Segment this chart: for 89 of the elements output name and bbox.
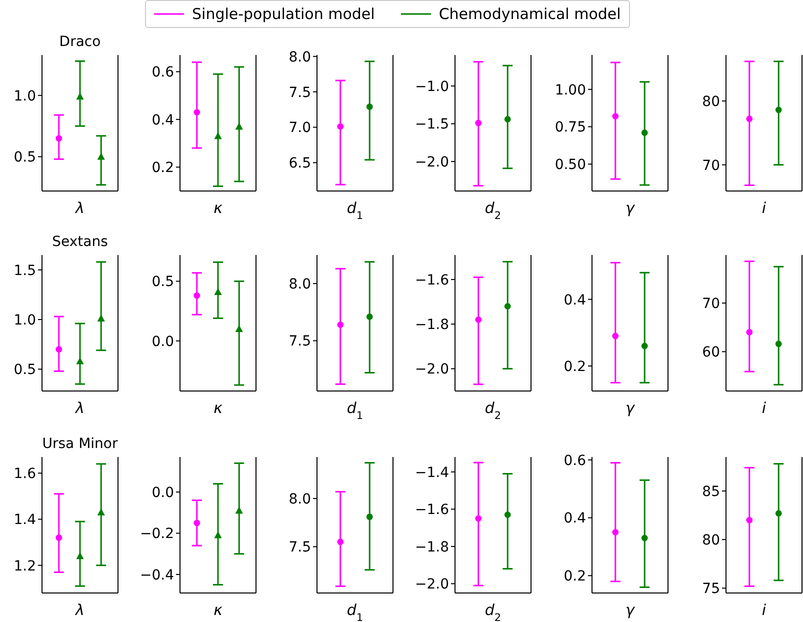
y-tick-label: 1.0 [14, 312, 36, 328]
y-tick-label: −1.8 [415, 317, 449, 334]
y-tick-label: 0.2 [152, 160, 174, 176]
y-tick-label: 0.5 [152, 274, 174, 290]
point [214, 531, 222, 538]
y-tick-label: 0.6 [564, 452, 586, 469]
point [56, 346, 62, 353]
y-tick-label: 0.4 [564, 510, 586, 527]
y-tick-label: 0.2 [564, 358, 586, 375]
y-tick-label: 1.4 [14, 512, 36, 528]
y-tick-label: 60 [702, 344, 720, 361]
x-axis-title: i [762, 199, 767, 217]
x-axis-title: d$_{2}$ [484, 399, 502, 422]
y-tick-label: −2.0 [415, 576, 449, 593]
y-tick-label: −1.6 [415, 272, 450, 288]
y-tick-label: −1.5 [415, 116, 449, 133]
y-tick-label: 85 [702, 484, 720, 500]
point [194, 292, 200, 299]
y-tick-label: 0.0 [152, 485, 174, 501]
point [235, 506, 243, 514]
y-tick-label: 8.0 [288, 491, 311, 508]
y-tick-label: 6.5 [288, 156, 311, 172]
point [56, 135, 62, 142]
y-tick-label: 80 [702, 94, 720, 110]
point [56, 534, 62, 541]
point [97, 152, 105, 160]
point [194, 520, 200, 526]
chart-title: Ursa Minor [41, 435, 119, 453]
chart-title: Sextans [51, 233, 109, 251]
x-axis-title: d$_{1}$ [346, 399, 364, 422]
y-tick-label: −1.6 [415, 502, 450, 518]
y-tick-label: 70 [702, 158, 720, 174]
chart-title: Draco [58, 33, 102, 51]
point [97, 508, 105, 516]
x-axis-title: γ [626, 399, 636, 417]
x-axis-title: κ [214, 399, 223, 417]
x-axis-title: γ [626, 199, 636, 217]
y-tick-label: 0.4 [152, 112, 174, 128]
x-axis-title: γ [626, 601, 636, 619]
y-tick-label: 0.4 [564, 292, 586, 308]
x-axis-title: λ [74, 399, 84, 417]
y-tick-label: −1.4 [415, 464, 450, 481]
point [235, 122, 243, 130]
y-tick-label: 8.0 [288, 49, 311, 66]
x-axis-title: λ [74, 601, 84, 619]
x-axis-title: κ [214, 601, 223, 619]
y-tick-label: −2.0 [415, 362, 449, 378]
y-tick-label: −0.4 [140, 567, 174, 584]
point [235, 324, 243, 332]
point [76, 357, 84, 364]
y-tick-label: 0.5 [14, 150, 36, 166]
y-tick-label: 1.2 [14, 558, 36, 574]
y-tick-label: 75 [702, 581, 720, 598]
y-tick-label: 0.5 [14, 362, 36, 378]
x-axis-title: d$_{2}$ [484, 199, 502, 222]
x-axis-title: d$_{2}$ [484, 601, 502, 622]
x-axis-title: κ [214, 199, 223, 217]
y-tick-label: 8.0 [288, 276, 311, 293]
point [76, 92, 84, 100]
point [76, 552, 84, 560]
y-tick-label: −0.2 [140, 526, 174, 542]
y-tick-label: 0.75 [554, 120, 586, 136]
y-tick-label: −1.0 [415, 78, 449, 95]
legend-label: Chemodynamical model [438, 5, 621, 23]
point [97, 314, 105, 322]
y-tick-label: 0.50 [554, 157, 586, 174]
y-tick-label: 1.6 [14, 466, 36, 482]
y-tick-label: 7.5 [288, 540, 311, 556]
legend-label: Single-population model [192, 5, 375, 23]
y-tick-label: 7.0 [288, 120, 311, 136]
y-tick-label: 1.5 [14, 262, 36, 279]
y-tick-label: 1.0 [14, 88, 36, 104]
point [214, 132, 222, 140]
y-tick-label: 1.00 [554, 82, 586, 98]
point [194, 109, 200, 116]
x-axis-title: i [762, 399, 767, 417]
y-tick-label: 80 [702, 532, 720, 549]
y-tick-label: −1.8 [415, 539, 449, 556]
x-axis-title: d$_{1}$ [346, 199, 364, 222]
y-tick-label: 7.5 [288, 334, 311, 350]
y-tick-label: 0.0 [152, 334, 174, 350]
y-tick-label: 0.6 [152, 64, 174, 81]
x-axis-title: i [762, 601, 767, 619]
x-axis-title: d$_{1}$ [346, 601, 364, 622]
y-tick-label: 0.2 [564, 568, 586, 585]
y-tick-label: −2.0 [415, 154, 449, 171]
y-tick-label: 7.5 [288, 84, 311, 101]
y-tick-label: 70 [702, 296, 720, 312]
x-axis-title: λ [74, 199, 84, 217]
